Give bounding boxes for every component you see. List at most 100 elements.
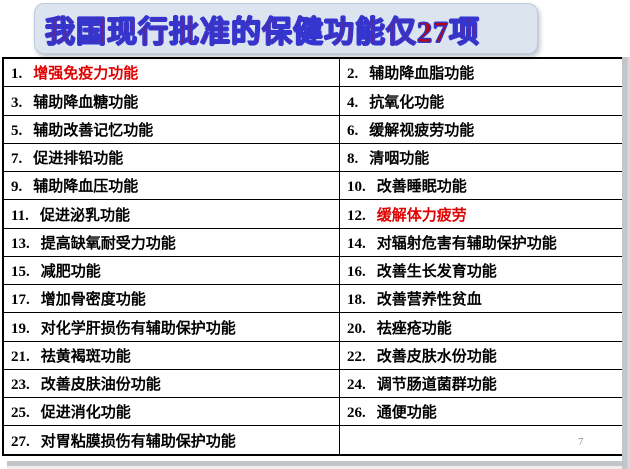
- table-cell: 13. 提高缺氧耐受力功能: [2, 227, 340, 257]
- table-cell: 20. 祛痤疮功能: [339, 312, 630, 342]
- item-text: 祛痤疮功能: [376, 320, 452, 337]
- item-number: 13.: [11, 235, 30, 252]
- item-text: 辅助降血糖功能: [33, 94, 139, 111]
- item-text: 调节肠道菌群功能: [376, 377, 497, 394]
- table-cell: 6. 缓解视疲劳功能: [339, 114, 630, 144]
- table-cell: 19. 对化学肝损伤有辅助保护功能: [2, 312, 340, 342]
- item-number: 10.: [347, 179, 366, 196]
- item-text: 促进消化功能: [40, 405, 131, 422]
- item-number: 25.: [11, 405, 30, 422]
- table-cell: 23. 改善皮肤油份功能: [2, 368, 340, 399]
- table-cell: 15. 减肥功能: [2, 255, 340, 286]
- table-row: 21. 祛黄褐斑功能 22. 改善皮肤水份功能: [2, 340, 630, 370]
- item-number: 19.: [11, 320, 30, 337]
- slide-edge-shadow-bottom: [7, 461, 622, 469]
- table-cell: 22. 改善皮肤水份功能: [339, 340, 630, 370]
- item-text: 辅助改善记忆功能: [33, 122, 154, 139]
- table-row: 17. 增加骨密度功能 18. 改善营养性贫血: [2, 284, 630, 314]
- item-number: 2.: [347, 66, 359, 83]
- item-number: 5.: [11, 122, 23, 139]
- table-cell: 26. 通便功能: [339, 397, 630, 427]
- item-number: 15.: [11, 264, 30, 281]
- table-cell: 27. 对胃粘膜损伤有辅助保护功能: [2, 425, 340, 456]
- table-cell: 7. 促进排铅功能: [2, 142, 340, 173]
- slide-title: 我国现行批准的保健功能仅27项: [45, 15, 480, 49]
- item-text: 对胃粘膜损伤有辅助保护功能: [40, 433, 236, 450]
- table-cell: 8. 清咽功能: [339, 142, 630, 173]
- table-cell: 5. 辅助改善记忆功能: [2, 114, 340, 144]
- table-cell: 4. 抗氧化功能: [339, 86, 630, 116]
- item-text: 缓解体力疲劳: [376, 207, 467, 224]
- table-row: 7. 促进排铅功能 8. 清咽功能: [2, 142, 630, 173]
- table-row: 13. 提高缺氧耐受力功能 14. 对辐射危害有辅助保护功能: [2, 227, 630, 257]
- table-row: 9. 辅助降血压功能 10. 改善睡眠功能: [2, 171, 630, 201]
- item-text: 祛黄褐斑功能: [40, 348, 131, 365]
- item-number: 22.: [347, 348, 366, 365]
- item-number: 16.: [347, 264, 366, 281]
- health-functions-table: 1. 增强免疫力功能 2. 辅助降血脂功能 3. 辅助降血糖功能 4. 抗氧化功能 5. 辅助改善…: [2, 57, 630, 456]
- table-cell: 25. 促进消化功能: [2, 397, 340, 427]
- item-text: 辅助降血脂功能: [369, 66, 475, 83]
- item-number: 9.: [11, 179, 23, 196]
- item-text: 促进泌乳功能: [39, 207, 130, 224]
- item-number: 21.: [11, 348, 30, 365]
- item-text: 改善皮肤油份功能: [40, 377, 161, 394]
- table-cell: 14. 对辐射危害有辅助保护功能: [339, 227, 630, 257]
- item-text: 通便功能: [376, 405, 437, 422]
- item-text: 改善营养性贫血: [376, 292, 482, 309]
- slide-edge-shadow-right: [622, 57, 630, 469]
- item-number: 18.: [347, 292, 366, 309]
- item-number: 3.: [11, 94, 23, 111]
- item-number: 24.: [347, 377, 366, 394]
- item-number: 17.: [11, 292, 30, 309]
- table-row: 25. 促进消化功能 26. 通便功能: [2, 397, 630, 427]
- page-number: 7: [578, 436, 584, 448]
- item-number: 27.: [11, 433, 30, 450]
- item-text: 减肥功能: [40, 264, 101, 281]
- table-cell: 21. 祛黄褐斑功能: [2, 340, 340, 370]
- item-number: 14.: [347, 235, 366, 252]
- item-text: 对辐射危害有辅助保护功能: [376, 235, 557, 252]
- table-cell: 18. 改善营养性贫血: [339, 284, 630, 314]
- item-text: 提高缺氧耐受力功能: [40, 235, 176, 252]
- table-row: 19. 对化学肝损伤有辅助保护功能 20. 祛痤疮功能: [2, 312, 630, 342]
- table-cell: 17. 增加骨密度功能: [2, 284, 340, 314]
- table-cell: 10. 改善睡眠功能: [339, 171, 630, 201]
- table-row: 5. 辅助改善记忆功能 6. 缓解视疲劳功能: [2, 114, 630, 144]
- item-number: 26.: [347, 405, 366, 422]
- item-text: 辅助降血压功能: [33, 179, 139, 196]
- item-text: 促进排铅功能: [33, 151, 124, 168]
- item-number: 6.: [347, 122, 359, 139]
- table-cell: 2. 辅助降血脂功能: [339, 57, 630, 88]
- table-cell: 9. 辅助降血压功能: [2, 171, 340, 201]
- item-number: 20.: [347, 320, 366, 337]
- item-number: 8.: [347, 151, 359, 168]
- item-text: 抗氧化功能: [369, 94, 445, 111]
- table-cell: 11. 促进泌乳功能: [2, 199, 340, 229]
- item-number: 7.: [11, 151, 23, 168]
- table-row: 1. 增强免疫力功能 2. 辅助降血脂功能: [2, 57, 630, 88]
- item-text: 增加骨密度功能: [40, 292, 146, 309]
- table-row: 3. 辅助降血糖功能 4. 抗氧化功能: [2, 86, 630, 116]
- table-row: 23. 改善皮肤油份功能 24. 调节肠道菌群功能: [2, 368, 630, 399]
- item-text: 对化学肝损伤有辅助保护功能: [40, 320, 236, 337]
- table-cell: 3. 辅助降血糖功能: [2, 86, 340, 116]
- table-cell: 12. 缓解体力疲劳: [339, 199, 630, 229]
- item-text: 清咽功能: [369, 151, 430, 168]
- item-number: 4.: [347, 94, 359, 111]
- item-text: 改善皮肤水份功能: [376, 348, 497, 365]
- table-row: 27. 对胃粘膜损伤有辅助保护功能: [2, 425, 630, 456]
- item-number: 23.: [11, 377, 30, 394]
- item-number: 12.: [347, 207, 366, 224]
- item-text: 缓解视疲劳功能: [369, 122, 475, 139]
- table-cell: 16. 改善生长发育功能: [339, 255, 630, 286]
- item-number: 11.: [11, 207, 29, 224]
- item-text: 改善生长发育功能: [376, 264, 497, 281]
- table-row: 15. 减肥功能 16. 改善生长发育功能: [2, 255, 630, 286]
- item-text: 改善睡眠功能: [376, 179, 467, 196]
- table-cell: 1. 增强免疫力功能: [2, 57, 340, 88]
- slide-title-box: 我国现行批准的保健功能仅27项: [34, 3, 538, 54]
- item-number: 1.: [11, 66, 23, 83]
- table-cell: [339, 425, 630, 456]
